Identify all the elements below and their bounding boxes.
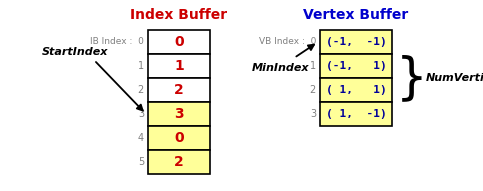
- Text: 2: 2: [138, 85, 144, 95]
- Bar: [320, 30, 392, 54]
- Text: Vertex Buffer: Vertex Buffer: [303, 8, 409, 22]
- Bar: [148, 102, 210, 126]
- Text: NumVertices: NumVertices: [426, 73, 483, 83]
- Bar: [148, 126, 210, 150]
- Text: IB Index :  0: IB Index : 0: [90, 37, 144, 46]
- Text: 4: 4: [138, 133, 144, 143]
- Text: Index Buffer: Index Buffer: [130, 8, 227, 22]
- Text: 1: 1: [174, 59, 184, 73]
- Text: 3: 3: [310, 109, 316, 119]
- Text: (-1,   1): (-1, 1): [326, 61, 386, 71]
- Bar: [148, 54, 210, 78]
- Text: 5: 5: [138, 157, 144, 167]
- Text: (-1,  -1): (-1, -1): [326, 37, 386, 47]
- Bar: [320, 102, 392, 126]
- Text: 1: 1: [138, 61, 144, 71]
- Text: 2: 2: [174, 83, 184, 97]
- Bar: [320, 78, 392, 102]
- Text: StartIndex: StartIndex: [42, 47, 108, 57]
- Text: 0: 0: [174, 131, 184, 145]
- Bar: [320, 54, 392, 78]
- Bar: [148, 78, 210, 102]
- Text: }: }: [396, 54, 428, 102]
- Text: 2: 2: [310, 85, 316, 95]
- Text: 2: 2: [174, 155, 184, 169]
- Text: ( 1,  -1): ( 1, -1): [326, 109, 386, 119]
- Text: 3: 3: [174, 107, 184, 121]
- Text: 3: 3: [138, 109, 144, 119]
- Bar: [148, 150, 210, 174]
- Text: ( 1,   1): ( 1, 1): [326, 85, 386, 95]
- Text: 1: 1: [310, 61, 316, 71]
- Text: VB Index :  0: VB Index : 0: [258, 37, 316, 46]
- Bar: [148, 30, 210, 54]
- Text: 0: 0: [174, 35, 184, 49]
- Text: MinIndex: MinIndex: [252, 63, 310, 73]
